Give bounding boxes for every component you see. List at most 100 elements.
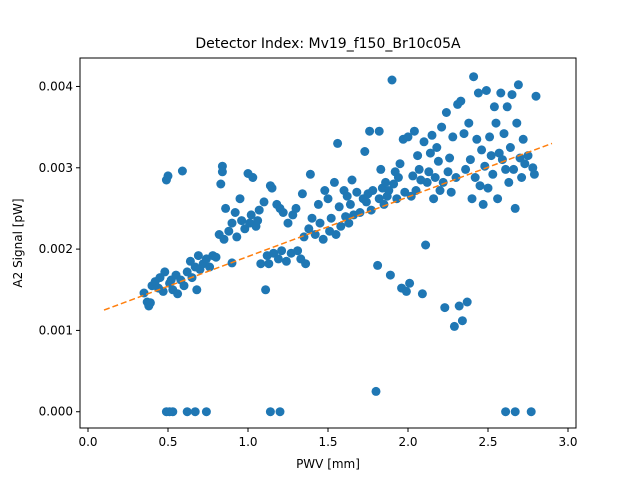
data-point bbox=[497, 155, 507, 165]
data-point bbox=[531, 91, 541, 101]
data-point bbox=[448, 132, 458, 142]
data-point bbox=[160, 267, 170, 277]
data-point bbox=[265, 407, 275, 417]
data-point bbox=[355, 208, 365, 217]
data-point bbox=[422, 177, 432, 187]
x-tick-label: 1.5 bbox=[318, 435, 337, 449]
data-point bbox=[329, 177, 339, 187]
data-point bbox=[248, 173, 258, 182]
data-point bbox=[219, 234, 229, 244]
y-tick-label: 0.004 bbox=[39, 79, 73, 93]
data-point bbox=[366, 205, 376, 215]
data-point bbox=[313, 199, 323, 209]
data-point bbox=[344, 218, 354, 228]
data-point bbox=[237, 216, 247, 226]
data-point bbox=[305, 169, 315, 179]
data-point bbox=[230, 208, 240, 217]
data-point bbox=[192, 285, 202, 295]
x-tick-label: 0.5 bbox=[158, 435, 177, 449]
data-point bbox=[179, 281, 189, 291]
data-point bbox=[217, 161, 227, 171]
data-point bbox=[235, 194, 245, 204]
data-point bbox=[293, 246, 303, 256]
data-point bbox=[389, 179, 399, 189]
data-point bbox=[182, 407, 192, 417]
y-tick-label: 0.000 bbox=[39, 405, 73, 419]
x-tick-label: 0.0 bbox=[78, 435, 97, 449]
data-point bbox=[477, 145, 487, 155]
data-point bbox=[352, 187, 362, 197]
data-point bbox=[403, 132, 413, 142]
data-point bbox=[424, 167, 434, 177]
data-point bbox=[510, 203, 520, 213]
data-point bbox=[347, 175, 357, 185]
data-point bbox=[461, 164, 471, 174]
data-point bbox=[145, 298, 155, 308]
data-point bbox=[445, 153, 455, 163]
data-point bbox=[520, 159, 530, 169]
data-point bbox=[478, 199, 488, 209]
x-axis-ticks: 0.0 0.5 1.0 1.5 2.0 2.5 3.0 bbox=[78, 428, 578, 449]
y-axis-ticks: 0.000 0.001 0.002 0.003 0.004 bbox=[39, 79, 80, 419]
data-point bbox=[485, 132, 495, 142]
data-point bbox=[336, 221, 346, 231]
data-point bbox=[361, 197, 371, 207]
data-point bbox=[264, 259, 274, 269]
data-point bbox=[227, 218, 237, 228]
data-point bbox=[427, 130, 437, 140]
data-point bbox=[408, 171, 418, 181]
data-point bbox=[273, 254, 283, 264]
data-point bbox=[493, 194, 503, 204]
data-point bbox=[496, 88, 506, 98]
data-point bbox=[432, 143, 442, 152]
data-point bbox=[323, 194, 333, 204]
data-point bbox=[440, 303, 450, 313]
data-point bbox=[464, 118, 474, 128]
data-point bbox=[512, 118, 522, 128]
chart-title: Detector Index: Mv19_f150_Br10c05A bbox=[195, 36, 461, 52]
data-point bbox=[259, 197, 269, 207]
data-point bbox=[267, 183, 277, 193]
data-point bbox=[472, 134, 482, 144]
data-point bbox=[190, 407, 200, 417]
data-point bbox=[334, 202, 344, 212]
data-point bbox=[400, 187, 410, 197]
data-point bbox=[310, 230, 320, 239]
data-point bbox=[502, 102, 512, 112]
data-point bbox=[449, 321, 459, 331]
data-point bbox=[384, 186, 394, 195]
data-point bbox=[278, 208, 288, 217]
data-point bbox=[395, 159, 405, 169]
data-point bbox=[501, 164, 511, 174]
plot-area bbox=[103, 72, 553, 417]
data-point bbox=[405, 278, 415, 288]
scatter-series bbox=[139, 72, 541, 417]
data-point bbox=[438, 177, 448, 187]
data-point bbox=[318, 234, 328, 244]
data-point bbox=[232, 232, 242, 242]
data-point bbox=[501, 407, 511, 417]
data-point bbox=[457, 316, 467, 326]
data-point bbox=[385, 270, 395, 280]
data-point bbox=[518, 134, 528, 144]
fit-line bbox=[103, 142, 553, 311]
y-tick-label: 0.001 bbox=[39, 323, 73, 337]
data-point bbox=[304, 224, 314, 234]
data-point bbox=[459, 129, 469, 139]
data-point bbox=[469, 72, 479, 82]
data-point bbox=[509, 164, 519, 174]
data-point bbox=[510, 407, 520, 417]
data-point bbox=[211, 252, 221, 262]
data-point bbox=[486, 151, 496, 161]
data-point bbox=[517, 173, 527, 182]
data-point bbox=[163, 171, 173, 181]
data-point bbox=[254, 205, 264, 215]
data-point bbox=[360, 147, 370, 156]
data-point bbox=[216, 179, 226, 189]
data-point bbox=[331, 230, 341, 239]
x-tick-label: 1.0 bbox=[238, 435, 257, 449]
data-point bbox=[291, 203, 301, 213]
data-point bbox=[443, 167, 453, 177]
data-point bbox=[139, 288, 149, 298]
